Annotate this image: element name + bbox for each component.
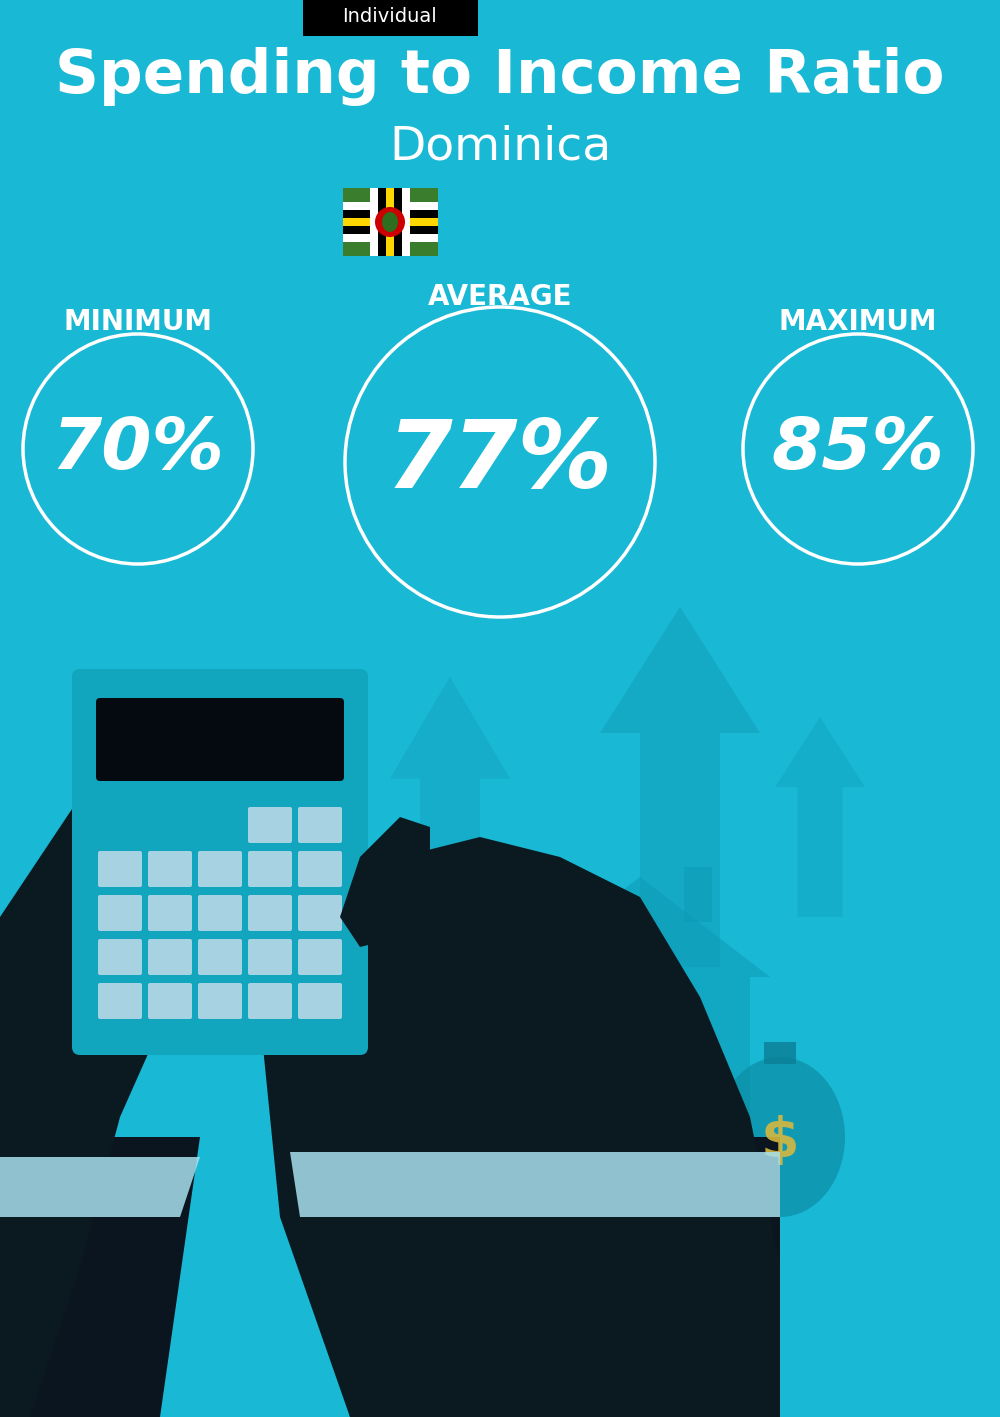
Text: $: $ <box>761 1115 799 1169</box>
FancyBboxPatch shape <box>248 896 292 931</box>
FancyBboxPatch shape <box>342 210 438 218</box>
FancyBboxPatch shape <box>370 188 378 256</box>
FancyBboxPatch shape <box>148 852 192 887</box>
FancyBboxPatch shape <box>298 808 342 843</box>
FancyBboxPatch shape <box>530 976 750 1178</box>
Text: AVERAGE: AVERAGE <box>428 283 572 310</box>
FancyBboxPatch shape <box>72 669 368 1056</box>
FancyBboxPatch shape <box>198 852 242 887</box>
FancyBboxPatch shape <box>684 867 712 922</box>
FancyBboxPatch shape <box>342 218 438 225</box>
Ellipse shape <box>382 213 398 232</box>
FancyBboxPatch shape <box>386 188 394 256</box>
Polygon shape <box>300 1136 780 1417</box>
FancyBboxPatch shape <box>148 896 192 931</box>
FancyBboxPatch shape <box>198 939 242 975</box>
FancyBboxPatch shape <box>298 852 342 887</box>
Polygon shape <box>0 1158 200 1217</box>
Polygon shape <box>0 737 300 1417</box>
Ellipse shape <box>375 207 405 237</box>
Polygon shape <box>510 877 770 976</box>
FancyBboxPatch shape <box>198 983 242 1019</box>
Ellipse shape <box>715 1057 845 1217</box>
Polygon shape <box>260 837 780 1417</box>
Polygon shape <box>340 818 430 947</box>
Text: 77%: 77% <box>387 417 613 509</box>
Text: 70%: 70% <box>52 415 224 483</box>
FancyBboxPatch shape <box>298 939 342 975</box>
Ellipse shape <box>615 1057 705 1168</box>
FancyBboxPatch shape <box>96 699 344 781</box>
FancyBboxPatch shape <box>608 1187 728 1206</box>
Text: Dominica: Dominica <box>389 125 611 170</box>
FancyBboxPatch shape <box>342 234 438 242</box>
Text: Individual: Individual <box>343 7 437 27</box>
FancyBboxPatch shape <box>248 939 292 975</box>
FancyBboxPatch shape <box>248 808 292 843</box>
FancyBboxPatch shape <box>148 939 192 975</box>
Polygon shape <box>290 1152 780 1217</box>
FancyBboxPatch shape <box>606 1192 726 1210</box>
FancyBboxPatch shape <box>604 1196 724 1214</box>
FancyBboxPatch shape <box>600 1204 720 1221</box>
FancyBboxPatch shape <box>302 0 478 35</box>
FancyBboxPatch shape <box>248 852 292 887</box>
FancyBboxPatch shape <box>248 983 292 1019</box>
Polygon shape <box>600 606 760 966</box>
FancyBboxPatch shape <box>298 983 342 1019</box>
Polygon shape <box>0 1136 200 1417</box>
FancyBboxPatch shape <box>342 188 438 256</box>
FancyBboxPatch shape <box>612 1083 668 1178</box>
FancyBboxPatch shape <box>610 1185 730 1202</box>
Text: MAXIMUM: MAXIMUM <box>779 307 937 336</box>
Text: 85%: 85% <box>772 415 944 483</box>
Text: MINIMUM: MINIMUM <box>64 307 212 336</box>
FancyBboxPatch shape <box>602 1200 722 1219</box>
FancyBboxPatch shape <box>342 225 438 234</box>
Polygon shape <box>775 717 865 917</box>
FancyBboxPatch shape <box>764 1041 796 1064</box>
FancyBboxPatch shape <box>378 188 386 256</box>
FancyBboxPatch shape <box>342 203 438 210</box>
FancyBboxPatch shape <box>402 188 410 256</box>
FancyBboxPatch shape <box>98 852 142 887</box>
FancyBboxPatch shape <box>394 188 402 256</box>
Text: $: $ <box>649 1098 671 1127</box>
Text: Spending to Income Ratio: Spending to Income Ratio <box>55 48 945 106</box>
FancyBboxPatch shape <box>148 983 192 1019</box>
FancyBboxPatch shape <box>648 1046 672 1064</box>
FancyBboxPatch shape <box>98 983 142 1019</box>
FancyBboxPatch shape <box>198 896 242 931</box>
FancyBboxPatch shape <box>298 896 342 931</box>
FancyBboxPatch shape <box>98 896 142 931</box>
Polygon shape <box>390 677 510 966</box>
FancyBboxPatch shape <box>98 939 142 975</box>
